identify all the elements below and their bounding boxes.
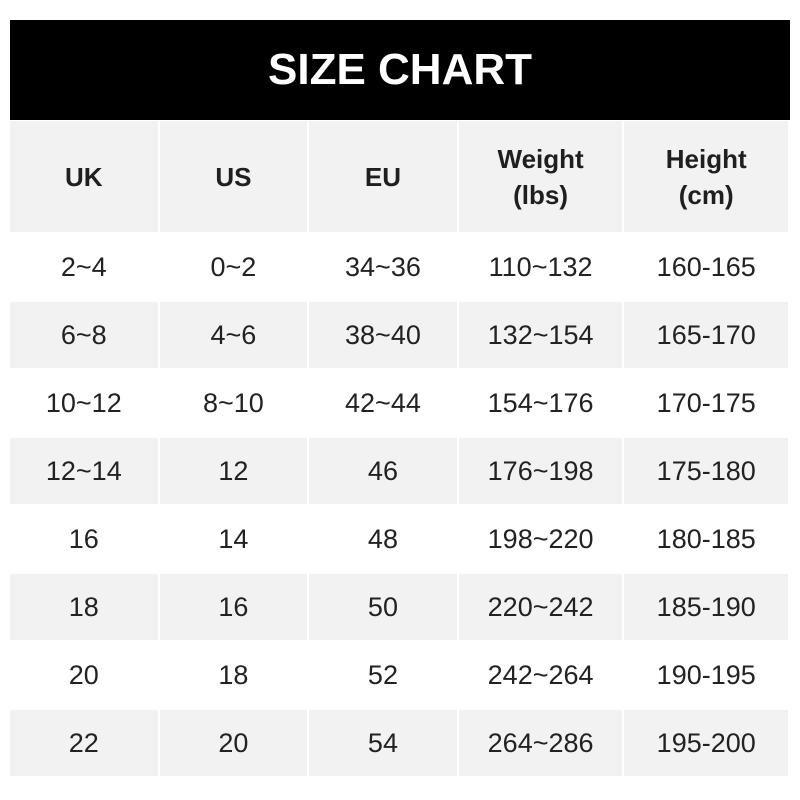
cell-uk: 22 [10,710,158,776]
cell-us: 14 [218,523,249,554]
cell-uk: 10~12 [45,387,122,418]
table-row: 10~12 8~10 42~44 154~176 170-175 [10,370,788,436]
cell-eu: 38~40 [309,302,457,368]
column-header-us: US [159,121,308,232]
cell-eu: 34~36 [345,251,421,282]
column-header-height: Height (cm) [624,121,788,232]
cell-weight: 176~198 [458,438,623,504]
cell-us: 12 [159,438,308,504]
cell-height: 170-175 [656,387,756,418]
table-row: 12~14 12 46 176~198 175-180 [10,438,788,504]
cell-us: 16 [159,574,308,640]
cell-weight: 132~154 [458,302,623,368]
cell-eu: 52 [367,659,398,690]
cell-eu: 46 [309,438,457,504]
cell-height: 185-190 [624,574,788,640]
cell-uk: 2~4 [60,251,107,282]
cell-weight: 264~286 [458,710,623,776]
cell-eu: 54 [309,710,457,776]
table-row: 16 14 48 198~220 180-185 [10,506,788,572]
column-header-uk: UK [10,121,158,232]
cell-weight: 110~132 [488,251,593,282]
cell-uk: 16 [68,523,99,554]
cell-height: 180-185 [656,523,756,554]
table-row: 20 18 52 242~264 190-195 [10,642,788,708]
cell-uk: 18 [10,574,158,640]
header-row: UK US EU Weight (lbs) Height (cm) [10,121,788,232]
chart-title: SIZE CHART [10,20,790,120]
column-header-weight: Weight (lbs) [458,121,623,232]
cell-us: 4~6 [159,302,308,368]
cell-us: 8~10 [202,387,264,418]
cell-weight: 220~242 [458,574,623,640]
cell-weight: 198~220 [487,523,594,554]
table-row: 22 20 54 264~286 195-200 [10,710,788,776]
table-row: 6~8 4~6 38~40 132~154 165-170 [10,302,788,368]
cell-uk: 12~14 [10,438,158,504]
cell-weight: 154~176 [487,387,594,418]
cell-height: 190-195 [656,659,756,690]
cell-eu: 42~44 [345,387,421,418]
cell-us: 0~2 [210,251,257,282]
cell-height: 165-170 [624,302,788,368]
cell-uk: 6~8 [10,302,158,368]
cell-height: 160-165 [656,251,756,282]
table-row: 2~4 0~2 34~36 110~132 160-165 [10,234,788,300]
cell-height: 195-200 [624,710,788,776]
cell-us: 18 [218,659,249,690]
cell-uk: 20 [68,659,99,690]
cell-us: 20 [159,710,308,776]
cell-eu: 48 [367,523,398,554]
table-row: 18 16 50 220~242 185-190 [10,574,788,640]
cell-weight: 242~264 [487,659,594,690]
column-header-eu: EU [309,121,457,232]
cell-height: 175-180 [624,438,788,504]
cell-eu: 50 [309,574,457,640]
size-table: UK US EU Weight (lbs) Height (cm) 2~4 0~2… [8,119,790,778]
